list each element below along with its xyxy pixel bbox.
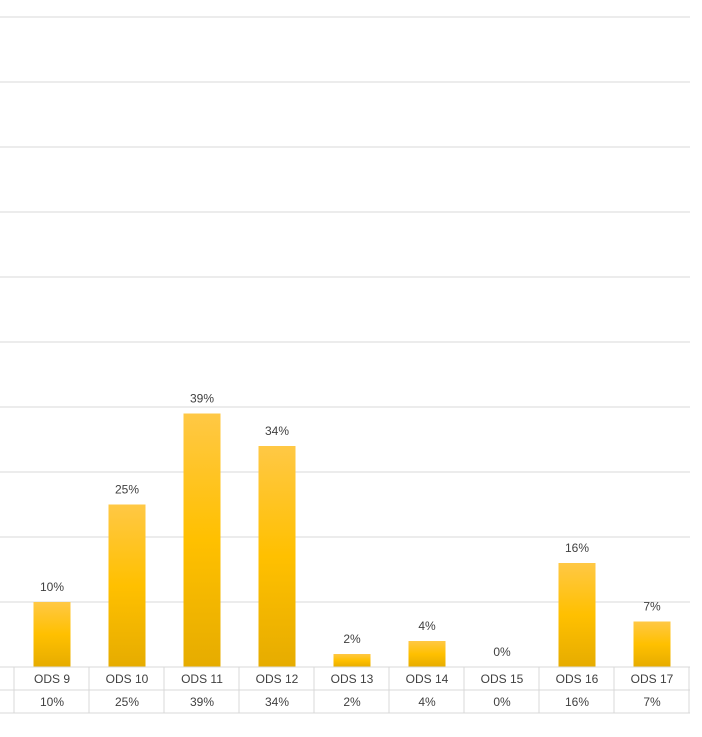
category-label: ODS 9 (34, 672, 70, 686)
table-value: 25% (115, 695, 139, 709)
bar-value-label: 39% (190, 392, 214, 406)
gridlines (0, 16, 690, 603)
category-label: ODS 12 (256, 672, 299, 686)
bar-value-label: 4% (418, 619, 436, 633)
bar-ods-11 (183, 413, 221, 667)
table-value: 34% (265, 695, 289, 709)
bar-value-label: 25% (115, 483, 139, 497)
table-value: 16% (565, 695, 589, 709)
table-value: 0% (493, 695, 511, 709)
bar-value-labels: 10% 25% 39% 34% 2% 4% 0% 16% 7% (40, 392, 661, 660)
bar-value-label: 0% (493, 645, 511, 659)
table-value: 4% (418, 695, 436, 709)
bar-value-label: 34% (265, 424, 289, 438)
bar-ods-17 (633, 621, 671, 667)
bar-ods-12 (258, 446, 296, 667)
category-label: ODS 11 (181, 672, 223, 686)
bar-ods-9 (33, 602, 71, 667)
bar-value-label: 7% (643, 600, 661, 614)
table-value: 10% (40, 695, 64, 709)
category-label: ODS 14 (406, 672, 449, 686)
bar-value-label: 10% (40, 580, 64, 594)
bars (33, 413, 671, 667)
bar-ods-10 (108, 504, 146, 667)
table-value: 39% (190, 695, 214, 709)
category-label: ODS 16 (556, 672, 599, 686)
bar-ods-13 (333, 654, 371, 667)
table-value: 7% (643, 695, 661, 709)
bar-value-label: 16% (565, 541, 589, 555)
table-value: 2% (343, 695, 361, 709)
bar-value-label: 2% (343, 632, 361, 646)
category-label: ODS 13 (331, 672, 374, 686)
bar-ods-16 (558, 563, 596, 667)
category-label: ODS 10 (106, 672, 149, 686)
category-label: ODS 17 (631, 672, 674, 686)
data-table: ODS 9 10% ODS 10 25% ODS 11 39% ODS 12 34% ODS 1… (0, 666, 690, 714)
bar-ods-14 (408, 641, 446, 667)
category-label: ODS 15 (481, 672, 524, 686)
